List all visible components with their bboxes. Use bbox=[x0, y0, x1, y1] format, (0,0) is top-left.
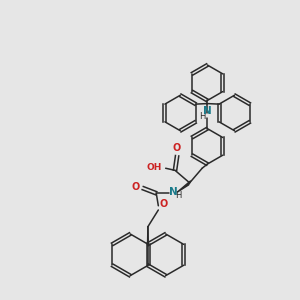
Text: O: O bbox=[131, 182, 140, 192]
Text: N: N bbox=[203, 106, 212, 116]
Text: H: H bbox=[175, 191, 181, 200]
Text: H: H bbox=[199, 112, 205, 121]
Text: O: O bbox=[159, 199, 168, 209]
Text: N: N bbox=[169, 187, 177, 197]
Text: OH: OH bbox=[146, 163, 161, 172]
Polygon shape bbox=[177, 181, 191, 192]
Text: O: O bbox=[173, 142, 181, 153]
